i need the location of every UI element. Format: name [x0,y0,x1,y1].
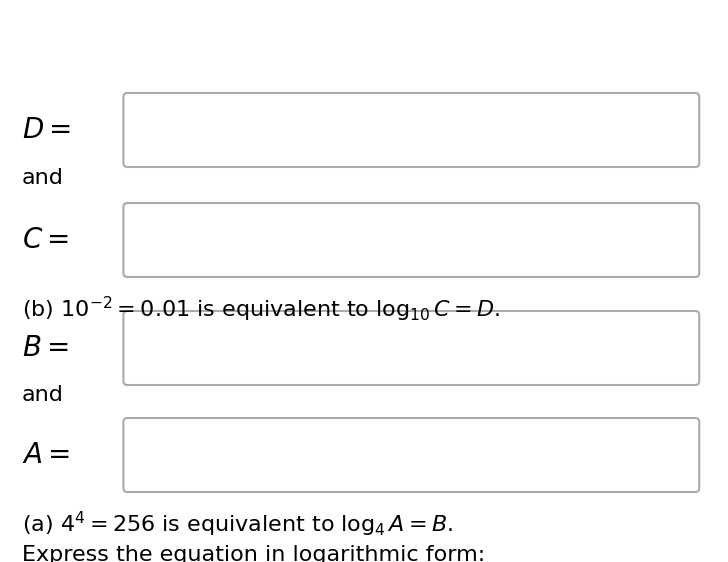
FancyBboxPatch shape [124,93,699,167]
Text: and: and [22,168,64,188]
Text: $D =$: $D =$ [22,116,71,144]
FancyBboxPatch shape [124,418,699,492]
FancyBboxPatch shape [124,203,699,277]
Text: (a) $4^4 = 256$ is equivalent to $\log_4 A = B$.: (a) $4^4 = 256$ is equivalent to $\log_4… [22,510,454,539]
Text: and: and [22,385,64,405]
FancyBboxPatch shape [124,311,699,385]
Text: $C =$: $C =$ [22,226,69,254]
Text: Express the equation in logarithmic form:: Express the equation in logarithmic form… [22,545,485,562]
Text: (b) $10^{-2} = 0.01$ is equivalent to $\log_{10} C = D$.: (b) $10^{-2} = 0.01$ is equivalent to $\… [22,295,500,324]
Text: $A =$: $A =$ [22,441,70,469]
Text: $B =$: $B =$ [22,334,68,362]
